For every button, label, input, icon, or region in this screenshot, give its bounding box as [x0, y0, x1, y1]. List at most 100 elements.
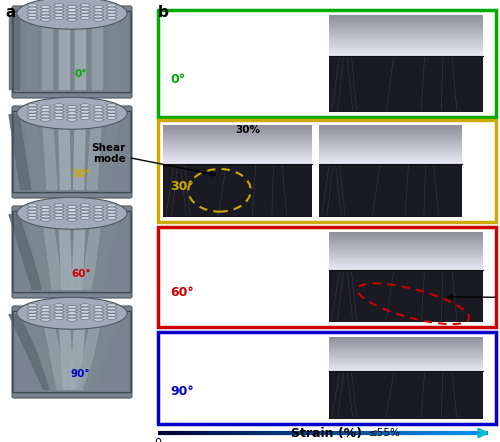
FancyBboxPatch shape [328, 19, 482, 21]
Polygon shape [9, 315, 54, 389]
Polygon shape [66, 305, 78, 308]
FancyBboxPatch shape [328, 337, 482, 419]
Polygon shape [72, 215, 86, 290]
FancyBboxPatch shape [328, 46, 482, 48]
FancyBboxPatch shape [328, 351, 482, 353]
Polygon shape [26, 315, 60, 389]
Polygon shape [40, 318, 51, 321]
Polygon shape [54, 310, 64, 313]
Text: 0: 0 [154, 438, 162, 442]
Polygon shape [106, 207, 117, 210]
Polygon shape [27, 204, 38, 207]
Polygon shape [26, 114, 44, 190]
Polygon shape [80, 4, 90, 7]
FancyBboxPatch shape [328, 337, 482, 339]
FancyBboxPatch shape [328, 50, 482, 52]
Polygon shape [80, 316, 90, 320]
Polygon shape [92, 215, 118, 290]
FancyBboxPatch shape [328, 232, 482, 234]
FancyBboxPatch shape [318, 135, 462, 137]
Polygon shape [54, 114, 64, 116]
Polygon shape [27, 210, 38, 213]
Polygon shape [93, 309, 104, 312]
Polygon shape [66, 206, 78, 208]
Polygon shape [106, 204, 117, 207]
FancyBboxPatch shape [328, 247, 482, 249]
Polygon shape [26, 15, 36, 89]
FancyBboxPatch shape [328, 29, 482, 31]
Polygon shape [106, 310, 117, 313]
FancyBboxPatch shape [328, 366, 482, 368]
Polygon shape [26, 215, 52, 290]
Polygon shape [77, 315, 102, 389]
FancyBboxPatch shape [12, 106, 132, 198]
Polygon shape [27, 207, 38, 210]
FancyBboxPatch shape [328, 17, 482, 19]
Polygon shape [27, 4, 38, 7]
Polygon shape [93, 215, 104, 218]
FancyBboxPatch shape [328, 38, 482, 39]
Polygon shape [58, 114, 70, 190]
Polygon shape [66, 118, 78, 121]
Polygon shape [27, 17, 38, 19]
Text: 30°: 30° [71, 169, 90, 179]
FancyBboxPatch shape [163, 125, 312, 217]
FancyBboxPatch shape [163, 142, 312, 145]
Polygon shape [27, 110, 38, 113]
FancyBboxPatch shape [158, 227, 496, 327]
FancyBboxPatch shape [328, 253, 482, 255]
Polygon shape [40, 206, 51, 208]
FancyBboxPatch shape [163, 160, 312, 162]
FancyBboxPatch shape [328, 251, 482, 253]
Polygon shape [84, 315, 118, 389]
Polygon shape [27, 114, 38, 116]
Ellipse shape [17, 0, 127, 29]
Polygon shape [106, 210, 117, 213]
FancyBboxPatch shape [158, 10, 496, 117]
FancyBboxPatch shape [328, 255, 482, 256]
FancyBboxPatch shape [328, 15, 482, 17]
Polygon shape [93, 106, 104, 108]
FancyBboxPatch shape [328, 371, 482, 419]
Polygon shape [66, 115, 78, 118]
Polygon shape [40, 18, 51, 21]
Polygon shape [74, 114, 86, 190]
FancyBboxPatch shape [163, 164, 312, 217]
FancyBboxPatch shape [318, 158, 462, 160]
Polygon shape [93, 312, 104, 315]
Polygon shape [106, 13, 117, 16]
Polygon shape [106, 307, 117, 310]
FancyBboxPatch shape [328, 361, 482, 363]
FancyBboxPatch shape [318, 125, 462, 217]
Text: 30°: 30° [170, 180, 194, 193]
Polygon shape [106, 316, 117, 320]
Polygon shape [54, 210, 64, 213]
Polygon shape [66, 218, 78, 221]
Polygon shape [93, 12, 104, 15]
FancyBboxPatch shape [318, 148, 462, 150]
FancyBboxPatch shape [163, 156, 312, 158]
Polygon shape [80, 17, 90, 19]
FancyBboxPatch shape [328, 370, 482, 371]
Polygon shape [54, 313, 64, 316]
Polygon shape [93, 9, 104, 11]
FancyBboxPatch shape [158, 120, 496, 222]
Polygon shape [54, 316, 64, 320]
Polygon shape [93, 15, 104, 18]
FancyBboxPatch shape [163, 135, 312, 137]
Polygon shape [100, 114, 118, 190]
FancyBboxPatch shape [163, 137, 312, 138]
FancyBboxPatch shape [163, 154, 312, 156]
Polygon shape [106, 107, 117, 110]
FancyBboxPatch shape [328, 238, 482, 240]
Polygon shape [40, 106, 51, 108]
FancyBboxPatch shape [328, 42, 482, 43]
Text: b: b [158, 5, 169, 20]
FancyBboxPatch shape [328, 346, 482, 347]
Polygon shape [40, 212, 51, 215]
Polygon shape [106, 213, 117, 216]
Polygon shape [80, 213, 90, 216]
Polygon shape [27, 217, 38, 220]
Polygon shape [58, 315, 74, 389]
Text: a: a [5, 5, 15, 20]
